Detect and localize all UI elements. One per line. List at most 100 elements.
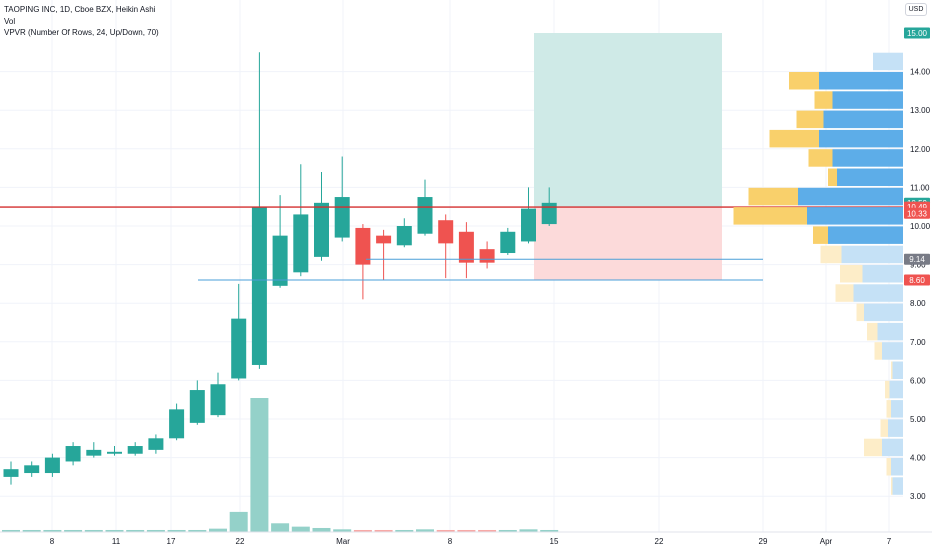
candle[interactable] (44, 453, 60, 477)
candle[interactable] (272, 195, 288, 288)
vol-indicator-label[interactable]: Vol (4, 16, 16, 26)
candle[interactable] (210, 372, 226, 418)
volume-bar[interactable] (457, 529, 476, 532)
vpvr-row[interactable] (891, 361, 903, 380)
volume-bar[interactable] (478, 529, 497, 532)
candle[interactable] (127, 442, 143, 456)
vpvr-row[interactable] (796, 110, 904, 129)
vpvr-row[interactable] (769, 129, 904, 148)
vpvr-up-bar (841, 245, 903, 264)
vpvr-down-bar (891, 477, 893, 495)
volume-bar[interactable] (209, 528, 227, 532)
volume-bar[interactable] (436, 529, 455, 532)
vpvr-row[interactable] (891, 477, 903, 495)
vpvr-row[interactable] (820, 245, 904, 264)
candle[interactable] (458, 222, 474, 279)
volume-bar[interactable] (291, 526, 310, 532)
price-tag[interactable]: 15.00 (904, 27, 930, 39)
volume-bar[interactable] (498, 529, 517, 532)
vpvr-up-bar (877, 322, 903, 341)
vpvr-row[interactable] (748, 187, 904, 206)
vpvr-row[interactable] (874, 342, 904, 360)
vpvr-indicator-label[interactable]: VPVR (Number Of Rows, 24, Up/Down, 70) (4, 28, 159, 37)
currency-button[interactable]: USD (905, 3, 927, 16)
vpvr-row[interactable] (813, 226, 903, 244)
candle[interactable] (334, 156, 350, 242)
vpvr-row[interactable] (864, 438, 903, 457)
volume-bar[interactable] (146, 529, 165, 532)
vpvr-row[interactable] (873, 52, 903, 71)
volume-bar[interactable] (126, 529, 145, 532)
vpvr-row[interactable] (828, 168, 903, 187)
candle[interactable] (438, 214, 454, 279)
vpvr-row[interactable] (814, 91, 904, 109)
volume-bar[interactable] (416, 529, 434, 532)
vpvr-down-bar (880, 419, 888, 437)
candle[interactable] (189, 380, 205, 425)
candle[interactable] (231, 283, 247, 381)
candle[interactable] (107, 446, 122, 456)
candle[interactable] (169, 403, 185, 441)
price-tag-label: 15.00 (907, 29, 928, 38)
candle[interactable] (251, 52, 267, 369)
candle[interactable] (355, 224, 371, 300)
volume-bar[interactable] (395, 529, 414, 532)
vpvr-row[interactable] (880, 419, 904, 437)
volume-bar[interactable] (188, 529, 207, 532)
long-position-tool (534, 33, 722, 281)
volume-bar[interactable] (353, 529, 372, 532)
profit-zone[interactable] (534, 33, 722, 208)
volume-bar[interactable] (22, 529, 41, 532)
price-tag[interactable]: 8.60 (904, 274, 930, 286)
volume-bar[interactable] (250, 398, 269, 532)
candle[interactable] (293, 164, 309, 277)
candle[interactable] (148, 434, 164, 454)
volume-bar[interactable] (2, 529, 20, 532)
candle[interactable] (314, 171, 329, 261)
candle[interactable] (396, 218, 412, 248)
time-tick-label: Apr (820, 537, 833, 546)
volume-bar[interactable] (333, 529, 352, 532)
candle[interactable] (521, 187, 536, 244)
candle[interactable] (376, 229, 392, 281)
candle-body (3, 469, 19, 477)
candle[interactable] (500, 227, 516, 255)
volume-bar[interactable] (64, 529, 83, 532)
candle[interactable] (24, 461, 40, 477)
time-tick-label: 11 (112, 537, 121, 546)
price-tag[interactable]: 9.14 (904, 253, 930, 265)
price-tag[interactable]: 10.33 (904, 207, 930, 219)
candle[interactable] (86, 442, 102, 458)
volume-bar[interactable] (229, 511, 248, 532)
volume-bar[interactable] (167, 529, 186, 532)
volume-bar[interactable] (312, 527, 331, 532)
vpvr-row[interactable] (840, 265, 903, 283)
volume-bar[interactable] (374, 529, 393, 532)
vpvr-row[interactable] (885, 380, 903, 399)
volume-bar[interactable] (540, 529, 559, 532)
vpvr-row[interactable] (789, 72, 903, 90)
vpvr-row[interactable] (867, 322, 903, 341)
symbol-title[interactable]: TAOPING INC, 1D, Cboe BZX, Heikin Ashi (4, 5, 156, 14)
volume-bar[interactable] (519, 529, 538, 532)
time-tick-label: 7 (887, 537, 892, 546)
volume-bar[interactable] (43, 529, 62, 532)
candle-body (458, 231, 474, 263)
loss-zone[interactable] (534, 207, 722, 281)
candle-body (376, 235, 392, 244)
candle-body (541, 202, 557, 225)
candle[interactable] (3, 461, 19, 485)
volume-bar[interactable] (271, 523, 290, 532)
candle-body (44, 457, 60, 474)
vpvr-row[interactable] (886, 458, 904, 476)
vpvr-row[interactable] (733, 207, 904, 225)
candle[interactable] (65, 442, 81, 466)
volume-bar[interactable] (84, 529, 103, 532)
vpvr-row[interactable] (808, 149, 904, 167)
vpvr-row[interactable] (835, 284, 904, 302)
vpvr-row[interactable] (886, 400, 904, 418)
vpvr-row[interactable] (856, 303, 904, 322)
volume-bar[interactable] (105, 529, 124, 532)
